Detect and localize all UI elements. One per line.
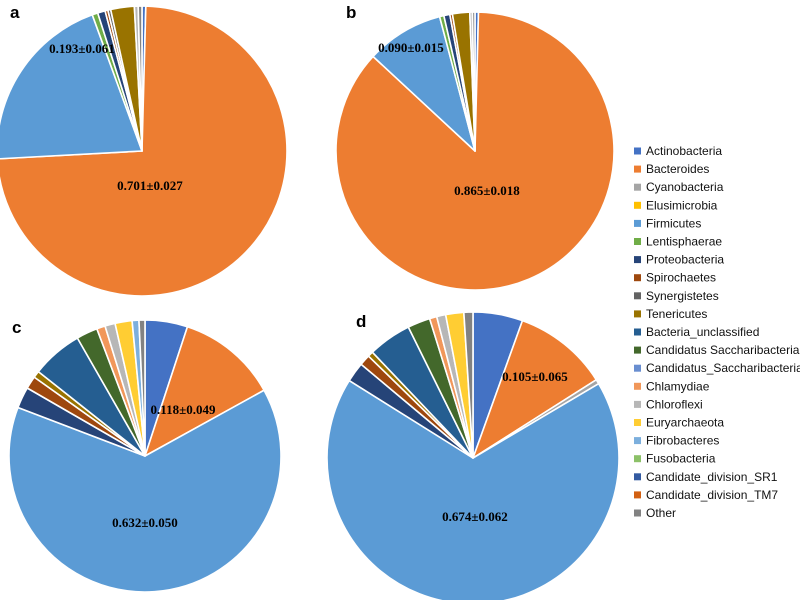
pie-main-value-label: 0.632±0.050	[112, 515, 178, 530]
legend-item: Candidatus Saccharibacteria	[634, 343, 800, 357]
legend-item: Firmicutes	[634, 216, 701, 230]
pie-secondary-value-label: 0.118±0.049	[151, 402, 216, 417]
panel-letter: d	[356, 312, 366, 331]
legend-swatch	[634, 183, 641, 191]
legend-swatch	[634, 400, 641, 408]
pie-main-value-label: 0.674±0.062	[442, 509, 508, 524]
legend-swatch	[634, 491, 641, 499]
legend-item: Bacteroides	[634, 162, 709, 176]
legend-label: Actinobacteria	[646, 144, 722, 158]
legend-swatch	[634, 219, 641, 227]
legend-item: Lentisphaerae	[634, 235, 722, 249]
legend-item: Fibrobacteres	[634, 434, 719, 448]
legend-swatch	[634, 238, 641, 245]
pie-slice-bacteroides	[144, 325, 265, 457]
legend-label: Elusimicrobia	[646, 198, 718, 212]
legend-swatch	[634, 292, 641, 300]
pie-main-value-label: 0.865±0.018	[454, 183, 520, 198]
legend-label: Other	[646, 506, 676, 520]
pie-slice-firmicutes	[326, 379, 620, 600]
legend-item: Synergistetes	[634, 289, 719, 303]
legend-swatch	[634, 147, 641, 155]
pie-slice-firmicutes	[372, 15, 476, 152]
legend-item: Elusimicrobia	[634, 198, 718, 212]
legend-swatch	[634, 201, 641, 209]
pie-slice-firmicutes	[0, 14, 143, 160]
pie-secondary-value-label: 0.105±0.065	[502, 369, 568, 384]
legend-swatch	[634, 328, 641, 336]
legend-swatch	[634, 346, 641, 354]
legend-label: Tenericutes	[646, 307, 707, 321]
panel-letter: b	[346, 3, 356, 22]
legend-item: Proteobacteria	[634, 253, 724, 267]
legend-label: Firmicutes	[646, 216, 701, 230]
pie-slice-bacteroides	[0, 5, 288, 297]
legend-label: Candidate_division_SR1	[646, 470, 778, 484]
legend-label: Candidatus Saccharibacteria	[646, 343, 800, 357]
legend-swatch	[634, 310, 641, 318]
legend-swatch	[634, 274, 641, 282]
legend-swatch	[634, 256, 641, 264]
pie-secondary-value-label: 0.193±0.061	[49, 41, 115, 56]
legend-item: Cyanobacteria	[634, 180, 724, 194]
pie-main-value-label: 0.701±0.027	[117, 178, 183, 193]
legend-item: Chloroflexi	[634, 397, 703, 411]
pie-slice-firmicutes	[8, 389, 282, 593]
legend-item: Bacteria_unclassified	[634, 325, 759, 339]
legend-label: Fibrobacteres	[646, 434, 719, 448]
pie-slice-other	[471, 11, 476, 152]
pie-d: d 0.674±0.062 0.105±0.065	[326, 311, 620, 600]
legend-item: Candidate_division_TM7	[634, 488, 778, 502]
legend-label: Bacteria_unclassified	[646, 325, 759, 339]
legend-label: Euryarchaeota	[646, 416, 724, 430]
pie-c: c 0.632±0.050 0.118±0.049	[8, 318, 282, 593]
legend-label: Chloroflexi	[646, 397, 703, 411]
pie-a: a 0.701±0.027 0.193±0.061	[0, 3, 288, 297]
pie-charts: a 0.701±0.027 0.193±0.061 b 0.865±0.018 0.090…	[0, 3, 620, 600]
panel-letter: a	[10, 3, 20, 22]
legend-label: Proteobacteria	[646, 253, 724, 267]
legend-label: Synergistetes	[646, 289, 719, 303]
legend-swatch	[634, 165, 641, 173]
legend-label: Chlamydiae	[646, 379, 710, 393]
legend-label: Cyanobacteria	[646, 180, 724, 194]
legend-item: Candidate_division_SR1	[634, 470, 778, 484]
legend-swatch	[634, 364, 641, 372]
pie-slice-other	[463, 311, 474, 459]
legend-label: Bacteroides	[646, 162, 709, 176]
panel-letter: c	[12, 318, 21, 337]
pie-b: b 0.865±0.018 0.090±0.015	[335, 3, 615, 291]
legend-swatch	[634, 509, 641, 517]
legend-swatch	[634, 382, 641, 390]
legend-label: Fusobacteria	[646, 452, 716, 466]
legend-label: Candidatus_Saccharibacteria	[646, 361, 800, 375]
legend-item: Tenericutes	[634, 307, 707, 321]
legend-item: Euryarchaeota	[634, 416, 724, 430]
pie-slice-bacteroides	[472, 319, 598, 459]
legend-swatch	[634, 437, 641, 445]
legend: Actinobacteria Bacteroides Cyanobacteria El…	[634, 144, 800, 520]
legend-swatch	[634, 455, 641, 463]
legend-item: Candidatus_Saccharibacteria	[634, 361, 800, 375]
legend-label: Candidate_division_TM7	[646, 488, 778, 502]
legend-label: Lentisphaerae	[646, 235, 722, 249]
pie-secondary-value-label: 0.090±0.015	[378, 40, 444, 55]
legend-label: Spirochaetes	[646, 271, 716, 285]
pie-slice-other	[137, 5, 143, 152]
legend-item: Other	[634, 506, 676, 520]
legend-item: Chlamydiae	[634, 379, 710, 393]
legend-swatch	[634, 473, 641, 481]
pie-slice-other	[138, 319, 146, 457]
legend-item: Spirochaetes	[634, 271, 716, 285]
legend-item: Fusobacteria	[634, 452, 716, 466]
legend-swatch	[634, 419, 641, 426]
legend-item: Actinobacteria	[634, 144, 722, 158]
